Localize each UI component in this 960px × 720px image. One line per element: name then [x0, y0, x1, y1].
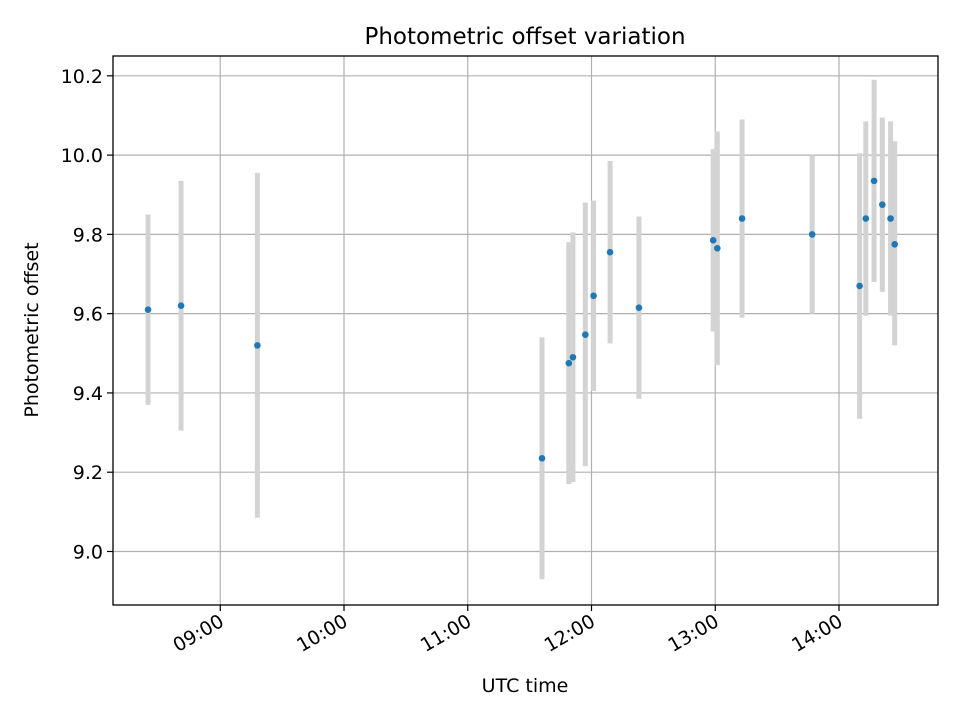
data-point [714, 244, 721, 252]
y-axis: 9.0 9.2 9.4 9.6 9.8 10.0 10.2 [61, 66, 113, 563]
data-point [590, 292, 597, 300]
data-point [808, 231, 816, 238]
y-tick-label: 10.2 [61, 66, 103, 88]
data-point [856, 282, 863, 290]
data-point [891, 240, 898, 248]
data-point [565, 359, 573, 367]
data-point [738, 215, 746, 222]
y-tick-label: 10.0 [61, 145, 103, 167]
data-point [144, 306, 152, 313]
y-tick-label: 9.4 [73, 383, 103, 405]
data-point [582, 331, 589, 338]
x-axis-label: UTC time [482, 675, 569, 697]
y-tick-label: 9.2 [73, 462, 103, 484]
data-point [254, 342, 261, 349]
data-point [887, 215, 894, 222]
y-tick-label: 9.0 [73, 541, 103, 563]
plot-area-frame [112, 55, 939, 606]
data-point [177, 302, 185, 310]
data-point [538, 455, 546, 462]
data-point [870, 177, 878, 185]
y-tick-label: 9.8 [73, 224, 103, 246]
data-point [569, 353, 577, 361]
data-point [635, 304, 643, 312]
data-points [144, 177, 898, 462]
data-point [606, 248, 614, 256]
data-point [709, 237, 717, 244]
data-point [879, 201, 886, 208]
chart-title: Photometric offset variation [364, 24, 685, 50]
y-tick-label: 9.6 [73, 304, 103, 326]
data-point [862, 215, 870, 222]
y-axis-label: Photometric offset [21, 242, 43, 417]
